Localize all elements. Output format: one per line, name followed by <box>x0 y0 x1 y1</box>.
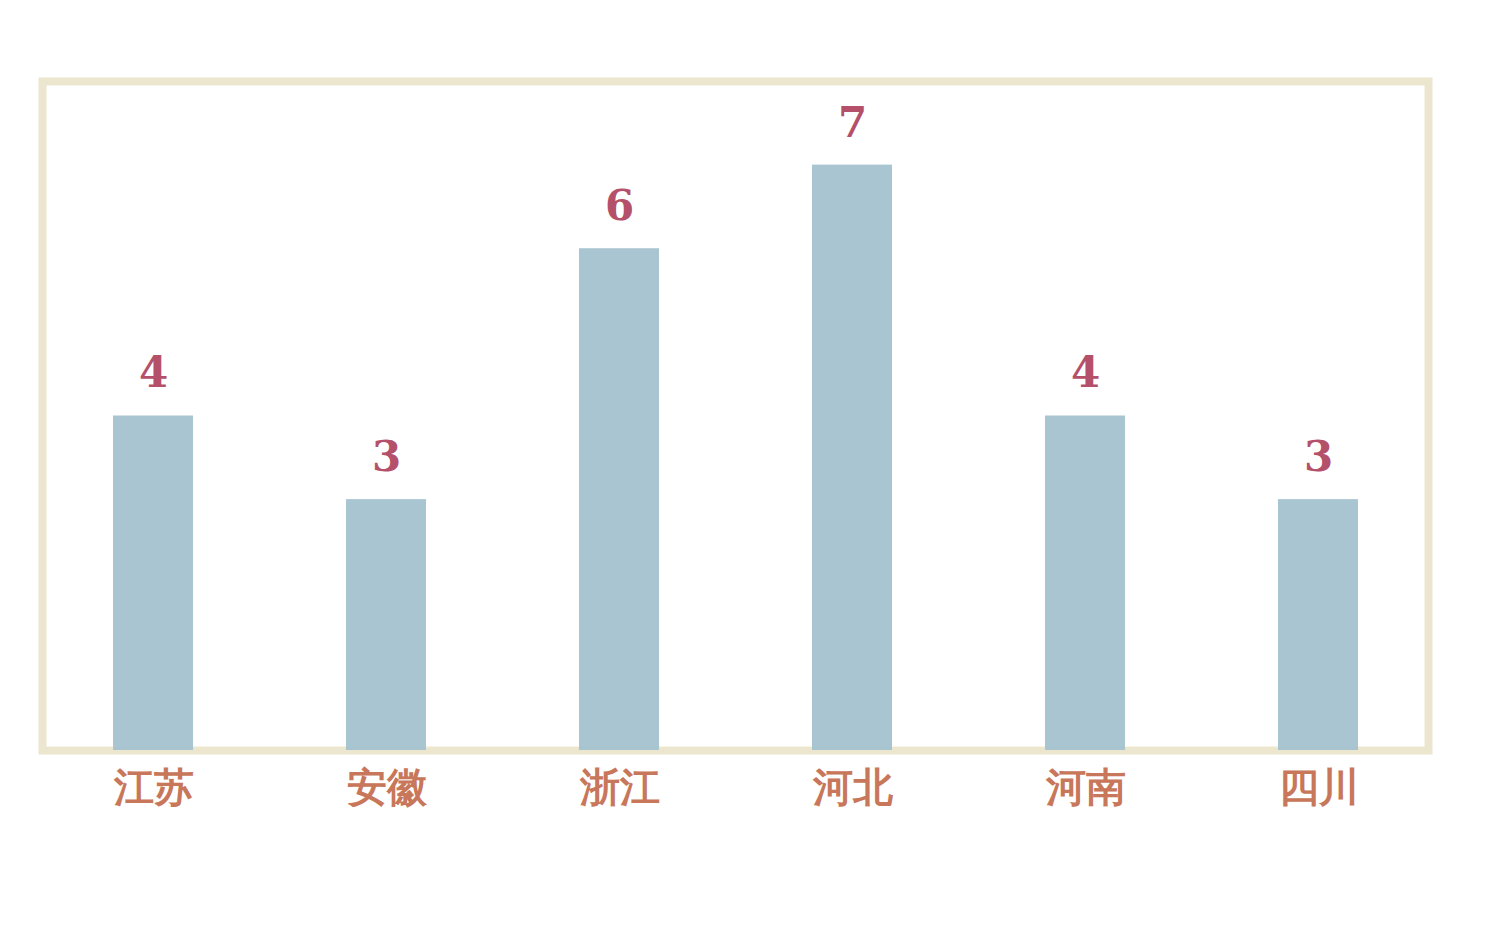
svg-text:3: 3 <box>1304 432 1333 481</box>
svg-text:四川: 四川 <box>1279 764 1359 810</box>
svg-text:安徽: 安徽 <box>347 764 428 810</box>
svg-text:河北: 河北 <box>812 764 894 810</box>
svg-text:江苏: 江苏 <box>113 764 194 810</box>
svg-text:3: 3 <box>372 432 401 481</box>
svg-text:6: 6 <box>605 181 634 230</box>
svg-text:浙江: 浙江 <box>579 764 660 810</box>
svg-text:7: 7 <box>838 98 867 147</box>
svg-text:4: 4 <box>1071 348 1100 397</box>
svg-text:河南: 河南 <box>1045 764 1126 810</box>
svg-text:4: 4 <box>139 348 168 397</box>
